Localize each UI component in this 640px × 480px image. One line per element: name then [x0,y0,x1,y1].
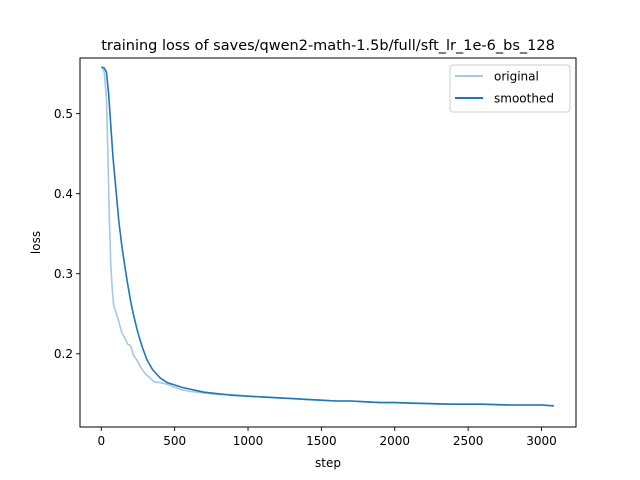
y-axis-label: loss [29,231,43,254]
x-tick-label: 3000 [526,434,557,448]
legend: original smoothed [449,64,571,113]
legend-label-smoothed: smoothed [494,92,554,106]
x-axis-label: step [315,456,341,470]
y-tick-label: 0.2 [54,347,73,361]
x-tick-label: 1000 [233,434,264,448]
chart-title: training loss of saves/qwen2-math-1.5b/f… [101,38,555,54]
x-tick-label: 2500 [453,434,484,448]
x-axis: 0 500 1000 1500 2000 2500 3000 [97,427,557,448]
x-tick-label: 2000 [379,434,410,448]
y-tick-label: 0.4 [54,187,73,201]
y-axis: 0.2 0.3 0.4 0.5 [54,107,80,361]
series-layer [101,66,555,407]
y-tick-label: 0.5 [54,107,73,121]
x-tick-label: 1500 [306,434,337,448]
series-line-smoothed [101,66,555,407]
legend-label-original: original [494,70,539,84]
x-tick-label: 500 [163,434,186,448]
x-tick-label: 0 [97,434,105,448]
axes-frame [79,57,577,428]
plot-area [79,57,577,428]
y-tick-label: 0.3 [54,267,73,281]
